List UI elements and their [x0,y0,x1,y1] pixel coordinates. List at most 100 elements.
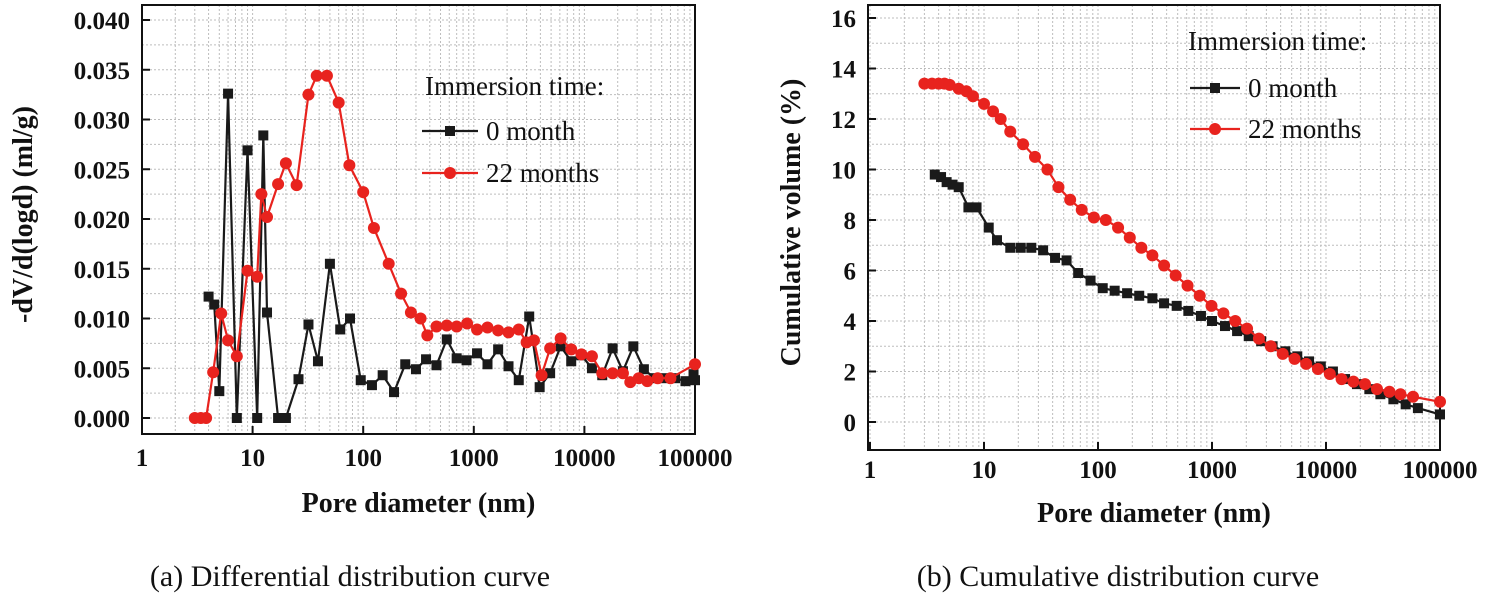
y-axis-title: -dV/d(logd) (ml/g) [8,106,39,323]
data-point [983,222,994,233]
data-point [215,307,228,320]
data-point [1264,340,1277,353]
chart-caption: (a) Differential distribution curve [150,560,550,593]
y-tick-label: 0.035 [74,58,130,85]
data-point [628,341,639,352]
data-point [324,258,335,269]
data-point [1050,252,1061,263]
data-point [566,356,577,367]
y-tick-label: 0.010 [74,307,130,334]
data-point [545,368,556,379]
chart-caption: (b) Cumulative distribution curve [917,560,1319,593]
data-point [222,334,235,347]
data-point [575,348,588,361]
data-point [492,324,505,337]
data-point [607,343,618,354]
panel-b: 0 2 4 6 8 10 12 14 16 1 10 100 1000 10000 100000 Pore d… [776,4,1478,593]
data-point [1061,255,1072,266]
data-point [512,323,525,336]
data-point [991,235,1002,246]
legend-marker [444,167,456,179]
data-point [1112,221,1125,234]
data-point [421,329,434,342]
gridlines [868,5,1440,450]
data-point [1147,293,1158,304]
series-line [194,74,696,420]
data-point [651,372,664,385]
data-point [616,367,629,380]
data-point [1085,275,1096,286]
y-tick-label: 0.020 [74,207,130,234]
data-point [1375,389,1386,400]
data-point [978,97,990,110]
data-point [293,374,304,385]
data-point [357,186,370,199]
data-point [688,369,699,380]
data-point [312,356,323,367]
data-point [963,202,974,213]
y-tick-label: 4 [844,309,857,336]
data-point [377,370,388,381]
data-point [310,69,323,82]
data-point [524,311,535,322]
data-point [1407,390,1420,403]
series-22-months [918,77,1446,408]
data-point [971,202,982,213]
data-point [1064,193,1077,206]
data-point [941,177,952,188]
x-axis-title: Pore diameter (nm) [302,488,536,519]
data-point [1207,316,1217,326]
y-tick-label: 0 [844,410,857,437]
data-point [366,380,377,391]
data-point [502,326,515,339]
legend-label: 0 month [486,116,576,146]
data-point [280,413,291,423]
data-point [1183,305,1194,316]
data-point [1276,347,1289,360]
data-point [1412,403,1423,414]
data-point [273,413,284,423]
data-point [994,113,1007,125]
x-tick-label: 100 [344,445,382,472]
data-point [1364,384,1375,395]
data-point [441,334,452,345]
data-point [1400,399,1411,410]
data-point [586,363,597,374]
data-point [1370,383,1383,396]
data-point [461,355,472,366]
data-point [585,350,598,363]
x-tick-label: 100000 [1403,457,1478,484]
data-point [209,299,220,310]
data-point [1388,394,1399,405]
data-point [421,354,432,365]
y-tick-label: 0.000 [74,406,130,433]
data-point [1232,326,1243,337]
data-point [203,291,214,302]
data-point [1300,357,1313,370]
data-point [343,159,356,172]
data-point [231,413,242,423]
data-point [1243,331,1254,342]
data-point [255,188,268,201]
data-point [223,88,234,99]
data-point [1028,150,1041,163]
data-point [1146,249,1159,262]
panel-a: 0.000 0.005 0.010 0.015 0.020 0.025 0.030 0.035… [8,4,733,593]
y-tick-label: 0.025 [74,157,130,184]
data-point [638,364,649,375]
y-axis-title: Cumulative volume (%) [776,79,807,367]
data-point [451,353,462,364]
data-point [1217,307,1230,320]
data-point [345,313,356,324]
data-point [596,367,609,380]
plot-frame [867,4,1441,451]
data-point [1158,259,1171,272]
data-point [493,344,504,355]
data-point [1073,268,1084,279]
data-point [929,169,940,180]
legend-title: Immersion time: [1188,26,1367,56]
data-point [1394,388,1407,401]
data-point [1026,242,1037,253]
data-point [606,367,619,380]
